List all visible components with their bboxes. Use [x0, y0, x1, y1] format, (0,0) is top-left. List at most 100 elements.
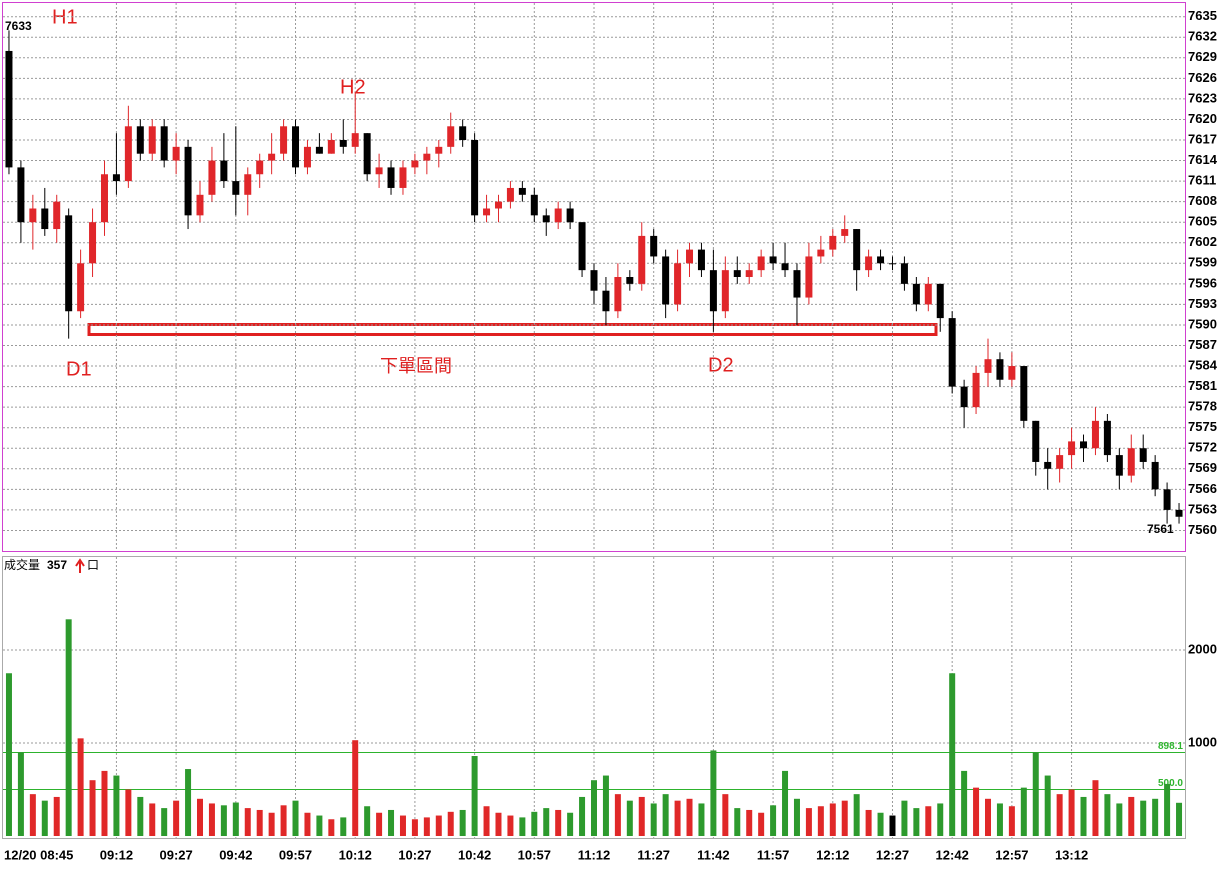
candle-body — [208, 160, 216, 195]
y-tick-label: 7569 — [1188, 460, 1217, 475]
candle-body — [256, 160, 264, 175]
candle-body — [303, 146, 311, 168]
volume-bar — [602, 775, 609, 836]
volume-bar — [364, 806, 371, 836]
candle-body — [1068, 441, 1076, 456]
y-tick-label: 7608 — [1188, 193, 1217, 208]
annotation: D2 — [708, 354, 734, 376]
candle-body — [1008, 366, 1016, 380]
volume-bar — [220, 805, 227, 836]
volume-bar — [232, 802, 239, 836]
volume-bar — [817, 806, 824, 836]
candle-body — [888, 263, 896, 265]
candle-body — [721, 270, 729, 312]
volume-bar — [579, 796, 586, 836]
volume-bar — [853, 794, 860, 836]
volume-bar — [937, 803, 944, 836]
volume-bar — [292, 800, 299, 836]
y-tick-label: 7635 — [1188, 8, 1217, 23]
volume-bar — [1140, 800, 1147, 836]
volume-bar — [399, 815, 406, 836]
volume-bar — [996, 803, 1003, 836]
candle-body — [411, 160, 419, 168]
volume-bar — [531, 811, 538, 836]
volume-bar — [793, 798, 800, 836]
volume-bar — [17, 752, 24, 836]
candle-body — [1032, 420, 1040, 462]
candle-body — [674, 263, 682, 305]
candle-body — [29, 208, 37, 223]
volume-bar — [734, 808, 741, 836]
candle-body — [912, 283, 920, 305]
x-tick-label: 11:42 — [697, 847, 730, 862]
volume-bar — [1104, 794, 1111, 836]
volume-bar — [435, 815, 442, 836]
volume-bar — [746, 809, 753, 836]
volume-bar — [591, 780, 597, 836]
candle-body — [554, 208, 562, 223]
candle-body — [805, 256, 813, 298]
volume-bar — [483, 806, 490, 836]
y-tick-label: 7620 — [1188, 111, 1217, 126]
volume-bar — [340, 817, 347, 836]
volume-bar — [985, 798, 991, 836]
volume-unit: 口 — [87, 558, 99, 572]
y-tick-label: 7575 — [1188, 419, 1217, 434]
up-arrow — [75, 558, 85, 573]
volume-bar — [495, 812, 502, 836]
candle-body — [1151, 461, 1159, 490]
candle-body — [733, 270, 741, 277]
candle-body — [769, 256, 777, 264]
volume-bar — [197, 798, 203, 836]
candle-body — [41, 208, 49, 230]
order-zone-box — [87, 323, 938, 336]
y-tick-label: 7602 — [1188, 234, 1217, 249]
candle-body — [375, 167, 383, 175]
x-tick-label: 10:42 — [458, 847, 491, 862]
candle-body — [148, 126, 156, 154]
candle-body — [65, 215, 73, 312]
candle-body — [494, 201, 502, 209]
volume-bar — [471, 756, 478, 836]
candle-body — [865, 256, 873, 271]
last-volume: 357 — [47, 558, 67, 572]
volume-bar — [1068, 789, 1075, 836]
candle-body — [1056, 455, 1064, 469]
candle-body — [936, 283, 944, 319]
y-tick-label: 7614 — [1188, 152, 1218, 167]
candle-body — [518, 187, 526, 195]
volume-bar — [447, 811, 454, 836]
y-tick-label: 7596 — [1188, 275, 1217, 290]
volume-bar — [758, 812, 765, 836]
volume-bar — [5, 673, 12, 836]
candle-body — [650, 235, 658, 257]
volume-bar — [638, 796, 645, 836]
reference-label: 500.0 — [1158, 778, 1183, 789]
candle-body — [542, 215, 550, 223]
volume-bar — [411, 819, 418, 836]
candle-body — [924, 283, 932, 305]
volume-bar — [543, 808, 550, 836]
x-tick-label: 11:12 — [578, 847, 611, 862]
candle-body — [89, 222, 97, 264]
x-tick-label: 12:27 — [876, 847, 909, 862]
candle-body — [232, 181, 240, 195]
candle-body — [566, 208, 574, 223]
x-tick-label: 12/20 08:45 — [4, 847, 73, 862]
volume-bar — [173, 800, 180, 836]
candle-body — [5, 50, 13, 168]
volume-bar — [149, 803, 156, 836]
volume-bar — [829, 803, 836, 836]
volume-bar — [280, 805, 287, 836]
y-tick-label: 2000 — [1188, 641, 1217, 656]
candle-body — [530, 194, 538, 216]
candle-body — [435, 146, 443, 154]
candle-body — [757, 256, 765, 271]
y-tick-label: 7605 — [1188, 214, 1217, 229]
candle-body — [853, 229, 861, 271]
volume-bar — [507, 815, 514, 836]
volume-bar — [1164, 783, 1171, 836]
y-tick-label: 7623 — [1188, 90, 1217, 105]
high-label: 7633 — [5, 19, 32, 33]
